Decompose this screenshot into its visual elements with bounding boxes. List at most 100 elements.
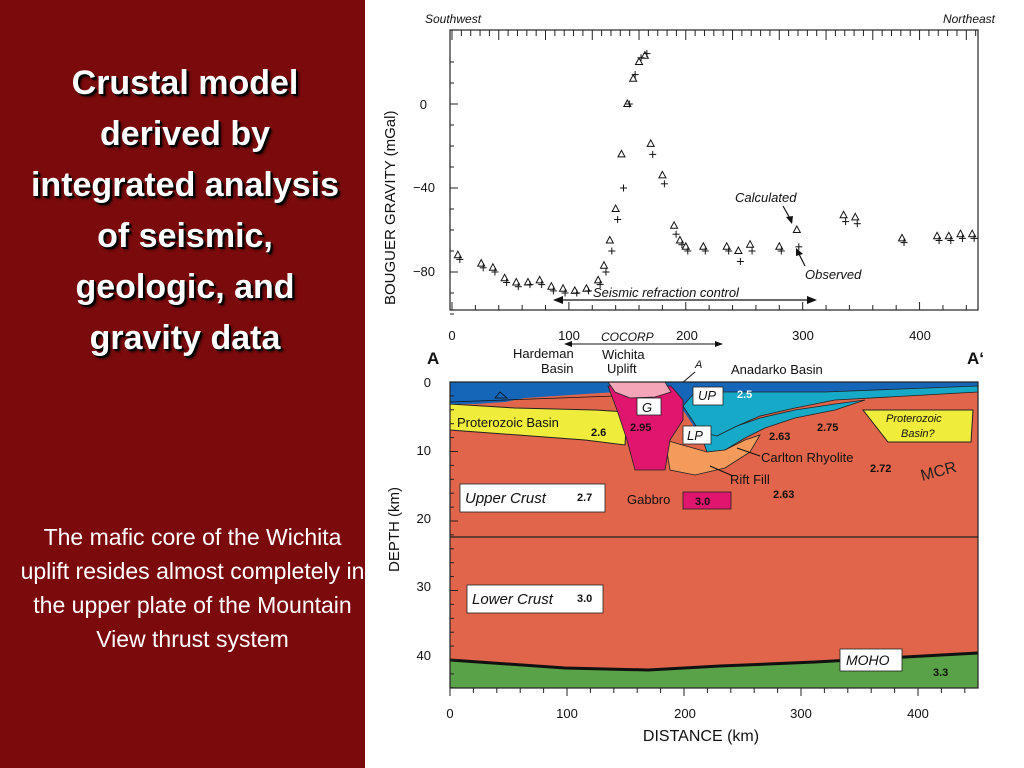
lower-crust-label: Lower Crust (472, 591, 554, 608)
observed-point (549, 287, 557, 295)
hardeman-label-2: Basin (541, 361, 574, 376)
gabbro-density-box (682, 491, 732, 510)
calculated-point (605, 235, 615, 244)
station-ticks (451, 30, 977, 40)
gravity-xtick-label: 100 (558, 328, 580, 343)
crustal-model-figure: Southwest Northeast BOUGUER GRAVITY (mGa… (365, 0, 1024, 768)
lp-label: LP (687, 428, 703, 443)
calculated-point (558, 283, 568, 292)
density-275: 2.75 (817, 422, 838, 434)
upper-crust-box (459, 483, 606, 513)
upper-crust-density: 2.7 (577, 492, 592, 504)
gabbro-density: 3.0 (695, 496, 710, 508)
calculated-label: Calculated (735, 190, 797, 205)
observed-point (736, 258, 744, 265)
depth-ytick-label: 10 (417, 443, 431, 458)
sediment-horizon (449, 395, 616, 403)
calculated-point (745, 239, 755, 248)
proterozoic-basin-right-shape (861, 409, 974, 443)
calculated-point (681, 241, 691, 250)
calculated-point (774, 241, 784, 250)
southwest-label: Southwest (425, 12, 482, 26)
calculated-point (698, 241, 708, 250)
calculated-point (646, 138, 656, 147)
lower-crust-box (466, 584, 604, 614)
basin-fault-bump (494, 391, 509, 399)
density-263b: 2.63 (773, 489, 794, 501)
observed-point (795, 243, 803, 251)
gravity-xtick-label: 0 (448, 328, 455, 343)
wichita-label-2: Uplift (607, 361, 637, 376)
calculated-point (850, 212, 860, 221)
figure-svg: Southwest Northeast BOUGUER GRAVITY (mGa… (382, 12, 996, 745)
density-272: 2.72 (870, 463, 891, 475)
observed-point (701, 247, 709, 255)
density-263a: 2.63 (769, 431, 790, 443)
gravity-plot-frame (449, 29, 979, 311)
calculated-point (956, 229, 965, 238)
point-a-prime-label: A‘ (967, 349, 984, 368)
lp-box (682, 425, 712, 445)
gravity-panel: Southwest Northeast BOUGUER GRAVITY (mGa… (382, 12, 996, 347)
depth-ytick-label: 30 (417, 579, 431, 594)
seismic-arrow-left (553, 296, 563, 304)
slide-caption: The mafic core of the Wichita uplift res… (20, 524, 365, 652)
g-core-density: 2.95 (630, 422, 651, 434)
observed-point (503, 279, 511, 286)
calculated-point (839, 210, 848, 219)
observed-point (947, 237, 955, 244)
observed-point (514, 283, 522, 291)
calculated-point (617, 149, 626, 158)
distance-xlabel: DISTANCE (km) (643, 728, 759, 745)
observed-point (842, 218, 850, 226)
g-label: G (642, 400, 652, 415)
observed-point (672, 230, 680, 238)
observed-point (491, 268, 499, 276)
observed-point (602, 268, 610, 276)
observed-point (614, 216, 622, 223)
observed-label: Observed (805, 267, 862, 282)
calculated-point (944, 231, 954, 240)
calculated-arrowhead (786, 216, 793, 224)
distance-xtick-label: 400 (907, 706, 929, 721)
up-box (692, 386, 724, 406)
mantle-density: 3.3 (933, 667, 948, 679)
distance-xtick-label: 200 (674, 706, 696, 721)
depth-ytick-label: 40 (417, 648, 431, 663)
gravity-ytick-label: −80 (413, 264, 435, 279)
seismic-arrow-right (807, 296, 817, 304)
calculated-point (967, 229, 977, 238)
rift-fill-shape (664, 434, 761, 476)
calculated-point (511, 277, 521, 286)
slide-title: Crustal model derived by integrated anal… (30, 64, 339, 357)
proterozoic-basin-q-1: Proterozoic (886, 413, 942, 425)
lower-crust-density: 3.0 (577, 593, 592, 605)
depth-ylabel: DEPTH (km) (386, 487, 403, 572)
distance-tick-marks (449, 688, 966, 696)
gravity-points (453, 50, 978, 297)
cocorp-arrow-right (715, 341, 723, 347)
depth-ytick-label: 20 (417, 511, 431, 526)
depth-ytick-label: 0 (424, 375, 431, 390)
observed-point (678, 241, 686, 249)
calculated-point (611, 203, 620, 212)
observed-point (526, 281, 534, 289)
upper-crust-label: Upper Crust (465, 490, 547, 507)
up-density: 2.5 (737, 389, 752, 401)
carlton-pointer (736, 447, 761, 457)
rift-fill-label: Rift Fill (730, 472, 770, 487)
proterozoic-basin-label: Proterozoic Basin (457, 415, 559, 430)
gravity-ytick-label: 0 (420, 97, 427, 112)
rift-pointer (709, 465, 734, 477)
seismic-refraction-label: Seismic refraction control (593, 285, 740, 300)
moho-label: MOHO (846, 652, 890, 668)
observed-point (561, 289, 569, 297)
calculated-point (897, 233, 907, 242)
basin-density: 2.6 (591, 427, 606, 439)
calculated-point (722, 241, 732, 250)
calculated-point (675, 235, 685, 244)
gabbro-label: Gabbro (627, 492, 670, 507)
gravity-xticks (451, 302, 967, 310)
observed-point (479, 264, 487, 272)
